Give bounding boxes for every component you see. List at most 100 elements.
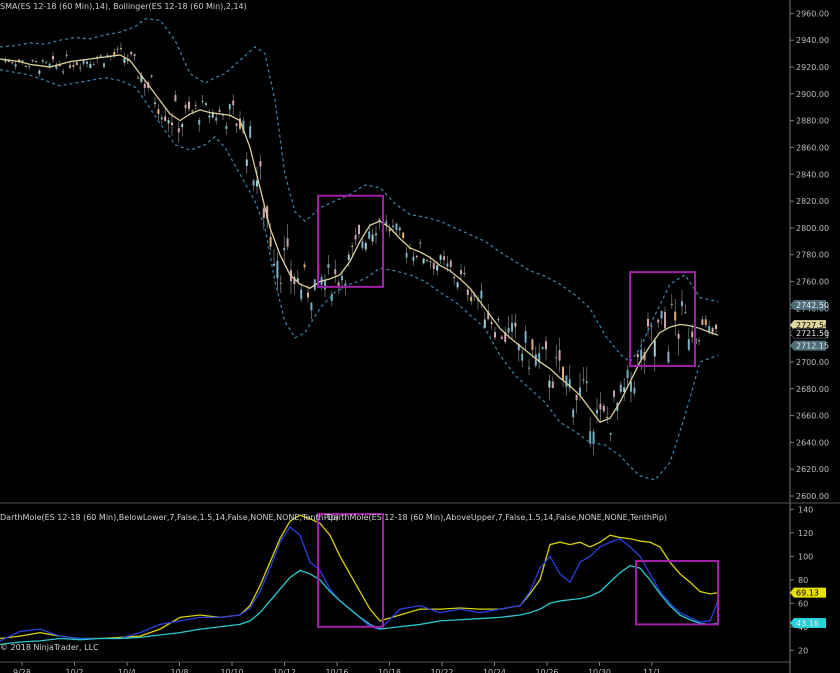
candle-body	[262, 208, 265, 219]
candle-body	[330, 294, 333, 301]
candle-body	[507, 327, 510, 333]
candle-body	[534, 354, 537, 366]
candle-body	[11, 62, 14, 64]
candle-body	[334, 269, 337, 275]
series-line-mid	[0, 526, 719, 642]
candle-body	[296, 278, 299, 282]
candle-body	[463, 273, 466, 275]
candle-body	[626, 369, 629, 379]
candle-body	[137, 77, 139, 79]
candle-body	[432, 262, 435, 269]
candle-body	[582, 379, 585, 381]
candle-body	[708, 326, 711, 332]
candle-body	[361, 241, 364, 248]
price-marker: 2727.54	[790, 320, 829, 331]
y-tick-label: 2900.00	[796, 90, 829, 99]
candle-body	[636, 354, 639, 358]
candle-body	[371, 234, 374, 242]
candle-body	[140, 75, 143, 83]
candle-body	[222, 114, 224, 116]
candle-body	[691, 331, 694, 338]
candle-body	[456, 282, 459, 288]
candle-body	[269, 236, 272, 247]
candle-body	[640, 349, 643, 360]
candle-body	[541, 347, 544, 349]
candle-body	[412, 256, 415, 262]
candle-body	[538, 353, 541, 363]
y-tick-label: 2600.00	[796, 492, 829, 501]
candle-body	[633, 387, 636, 394]
y-tick-label: 2760.00	[796, 278, 829, 287]
y-tick-label: 2840.00	[796, 170, 829, 179]
candle-body	[378, 219, 381, 222]
candle-body	[395, 223, 398, 231]
candle-body	[439, 255, 442, 260]
candle-body	[422, 258, 425, 264]
candle-body	[4, 59, 7, 62]
x-tick-label: 10/26	[535, 668, 558, 673]
candle-body	[99, 55, 102, 58]
candle-body	[228, 103, 231, 110]
candle-body	[89, 63, 92, 68]
candle-body	[86, 61, 88, 64]
x-tick-label: 9/28	[13, 668, 31, 673]
candle-body	[551, 381, 554, 389]
candle-body	[205, 103, 207, 106]
copyright-text: © 2018 NinjaTrader, LLC	[0, 643, 99, 652]
candle-body	[245, 159, 248, 166]
candle-body	[276, 260, 279, 279]
candle-body	[670, 303, 673, 305]
highlight-boxes-layer	[317, 194, 719, 628]
candle-body	[218, 109, 221, 112]
candle-body	[266, 206, 269, 220]
candle-body	[279, 283, 282, 285]
y-tick-label: 2960.00	[796, 9, 829, 18]
price-marker-label: 43.16	[796, 619, 819, 628]
y-tick-label: 2700.00	[796, 358, 829, 367]
candle-body	[58, 64, 61, 67]
candle-body	[249, 126, 252, 138]
x-tick-label: 10/4	[118, 668, 136, 673]
candle-body	[256, 180, 258, 187]
candle-body	[585, 381, 588, 384]
candle-body	[555, 357, 558, 359]
candle-body	[572, 409, 575, 418]
candle-body	[72, 64, 75, 67]
candle-body	[497, 319, 500, 321]
candle-body	[436, 265, 439, 271]
candle-body	[14, 64, 17, 67]
candle-body	[388, 229, 391, 232]
candle-body	[619, 384, 622, 392]
candle-body	[62, 71, 65, 73]
candle-body	[392, 225, 394, 228]
candle-body	[677, 333, 680, 339]
highlight-box	[317, 513, 384, 628]
candle-body	[160, 117, 163, 120]
candle-body	[609, 432, 612, 435]
y-tick-label: 2620.00	[796, 465, 829, 474]
candle-body	[24, 65, 27, 67]
candle-body	[235, 123, 238, 126]
candle-body	[208, 115, 211, 118]
candle-body	[653, 340, 656, 357]
y-tick-label: 80	[798, 576, 808, 585]
candle-body	[500, 336, 503, 340]
x-tick-label: 10/8	[171, 668, 189, 673]
candle-body	[273, 263, 275, 266]
price-marker: 69.13	[790, 587, 826, 598]
candle-body	[31, 60, 34, 62]
candle-body	[211, 112, 214, 118]
y-tick-label: 2860.00	[796, 143, 829, 152]
candle-body	[41, 60, 44, 62]
candle-body	[225, 126, 228, 130]
candle-body	[490, 321, 493, 325]
candle-body	[174, 95, 177, 102]
candle-body	[52, 55, 54, 60]
candle-body	[681, 301, 683, 307]
x-tick-label: 10/22	[430, 668, 453, 673]
candle-body	[524, 331, 527, 343]
candle-body	[82, 59, 85, 64]
candle-body	[558, 350, 561, 361]
candle-body	[154, 102, 156, 105]
